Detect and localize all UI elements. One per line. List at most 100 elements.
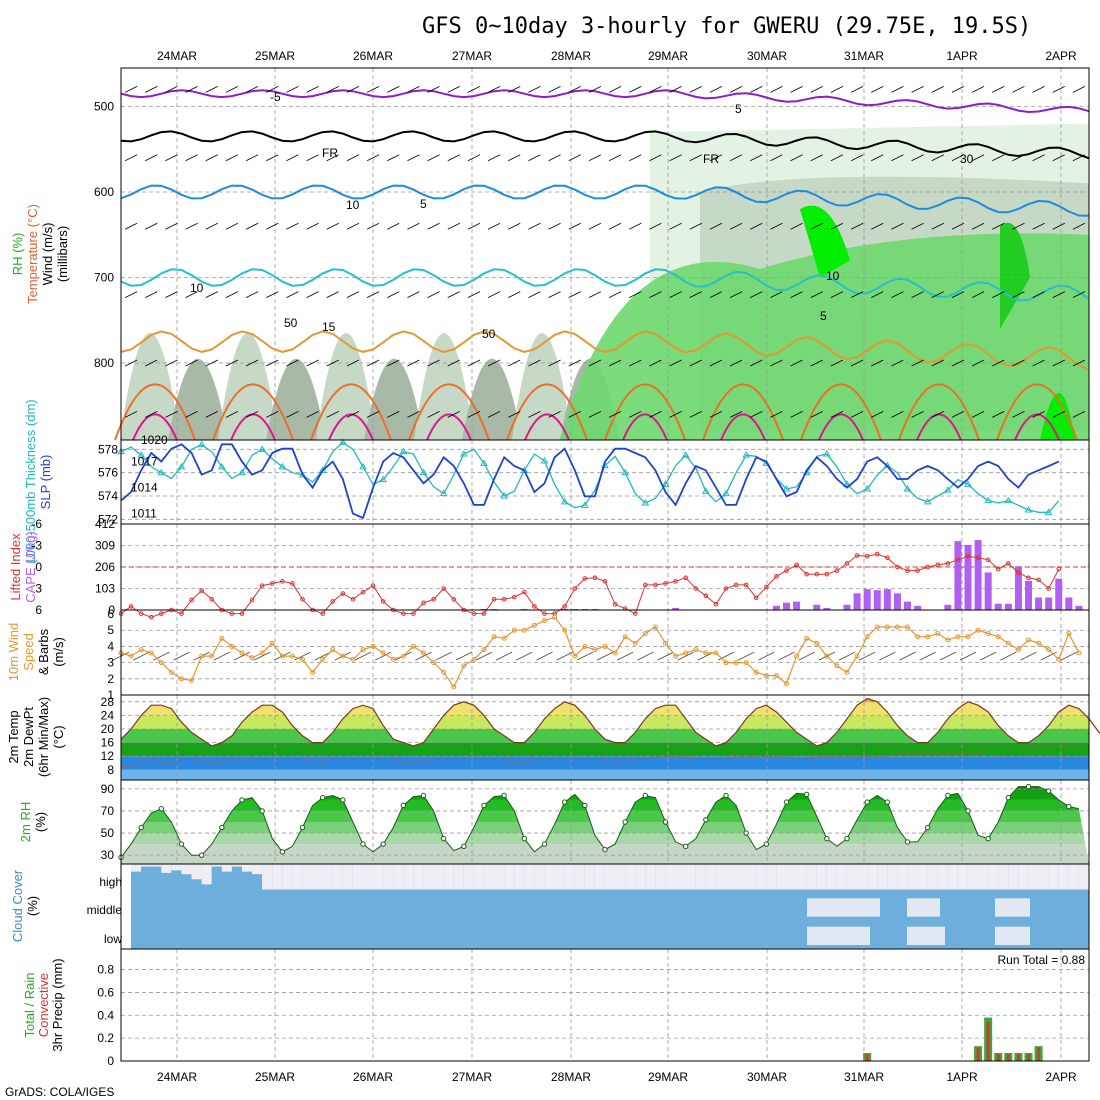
wind-barb: [750, 86, 763, 93]
cloud-high-gap: [846, 864, 857, 890]
wind-speed-marker: [300, 656, 305, 662]
lifted-index-marker: [441, 586, 446, 591]
wind-barb: [225, 291, 239, 298]
wind-speed-marker: [279, 653, 285, 659]
wind-barb: [225, 86, 239, 93]
cape-bar: [1045, 597, 1053, 610]
wind-speed-marker: [199, 653, 205, 659]
wind-barb: [1032, 291, 1045, 298]
wind-barb: [951, 291, 965, 298]
cape-bar: [823, 607, 831, 610]
cloud-high-gap: [332, 864, 343, 890]
wind-barb: [205, 154, 218, 162]
wind-barb: [871, 291, 884, 298]
wind-speed-marker: [360, 647, 366, 653]
surface-wind-barb: [576, 651, 594, 661]
wind-barb: [145, 222, 158, 230]
thickness-marker: [782, 485, 791, 492]
wind-speed-marker: [663, 640, 668, 646]
cape-bar: [863, 589, 871, 610]
wind-barb: [588, 359, 602, 367]
surface-wind-barb: [153, 651, 170, 661]
contour-label: 5: [735, 102, 742, 116]
lifted-index-marker: [673, 579, 678, 584]
footer-credit: GrADS: COLA/IGES: [5, 1085, 114, 1099]
rh-marker: [703, 817, 709, 823]
wind-barb: [245, 86, 259, 93]
cloud-high-gap: [635, 864, 646, 890]
cloud-high-gap: [897, 864, 908, 890]
wind-barb: [467, 154, 481, 162]
wind-barb: [790, 86, 803, 93]
wind-ylabel-line: (m/s): [51, 637, 66, 667]
temp-line: [120, 697, 1100, 747]
lifted-index-marker: [784, 568, 789, 573]
wind-barb: [508, 154, 521, 162]
wind-barb: [124, 291, 138, 298]
contour-label: -5: [270, 90, 281, 104]
cloud-high-gap: [383, 864, 394, 890]
wind-barb: [1052, 222, 1065, 230]
temp-band: [121, 742, 1089, 757]
wind-speed-marker: [128, 653, 134, 659]
wind-barb: [528, 291, 541, 298]
wind-barb: [971, 410, 985, 418]
cloud-level-middle: middle: [87, 903, 123, 917]
wind-barb: [407, 222, 420, 230]
wind-barb: [1072, 359, 1086, 367]
surface-wind-barb: [899, 651, 916, 661]
cloud-high-gap: [655, 864, 666, 890]
temp-ylabel-line: 2m Temp: [6, 710, 21, 763]
wind-barb: [145, 291, 158, 298]
cape-bar: [793, 601, 801, 610]
thickness-tick: 574: [98, 489, 118, 503]
cloud-high-gap: [574, 864, 585, 890]
wind-barb: [629, 154, 642, 162]
thickness-marker: [500, 492, 509, 499]
wind-barb: [568, 222, 581, 230]
wind-barb: [931, 154, 944, 162]
surface-wind-barb: [1060, 651, 1078, 661]
upper-wind-barbs: [124, 86, 1086, 418]
thickness-marker: [540, 457, 549, 464]
rh-band: [121, 844, 1089, 864]
wind-speed-marker: [652, 624, 658, 630]
wind-barb: [205, 222, 218, 230]
lifted-index-marker: [774, 574, 779, 579]
lifted-index-marker: [330, 599, 336, 604]
wind-barb: [387, 222, 400, 230]
wind-speed-marker: [249, 655, 255, 661]
wind-barb: [891, 86, 904, 93]
cloud-high-gap: [423, 864, 434, 890]
rh-marker: [763, 841, 770, 847]
precip-tick: 0.4: [97, 1008, 114, 1022]
temp-ylabel-line: 2m DewPt: [21, 707, 36, 767]
thickness-tick: 578: [98, 442, 118, 456]
thickness-marker: [1024, 506, 1033, 513]
cloud-level-high: high: [99, 875, 122, 889]
cape-bar: [1004, 603, 1012, 610]
wind-barb: [326, 410, 339, 418]
cloud-mid-low-gap: [907, 926, 945, 945]
precip-tick: 0: [107, 1054, 114, 1068]
precip-conv-bar: [1016, 1053, 1020, 1061]
lifted-index-marker: [481, 611, 487, 616]
rh-marker: [461, 843, 467, 850]
lifted-index-marker: [522, 589, 527, 595]
surface-wind-barb: [1020, 651, 1037, 661]
wind-barb: [124, 86, 138, 93]
wind-barb: [185, 410, 198, 418]
wind-barb: [528, 410, 541, 418]
wind-barb: [427, 291, 440, 298]
wind-barb: [387, 291, 400, 298]
wind-barb: [467, 291, 481, 298]
lifted-index-marker: [1056, 566, 1062, 572]
thickness-marker: [480, 459, 488, 466]
wind-barb: [871, 359, 884, 367]
wind-barb: [729, 359, 743, 367]
thickness-marker: [984, 496, 993, 504]
wind-speed-marker: [693, 647, 699, 653]
wind-barb: [689, 410, 702, 418]
bottom-date-label: 31MAR: [844, 1070, 884, 1084]
wind-barb: [145, 154, 158, 162]
